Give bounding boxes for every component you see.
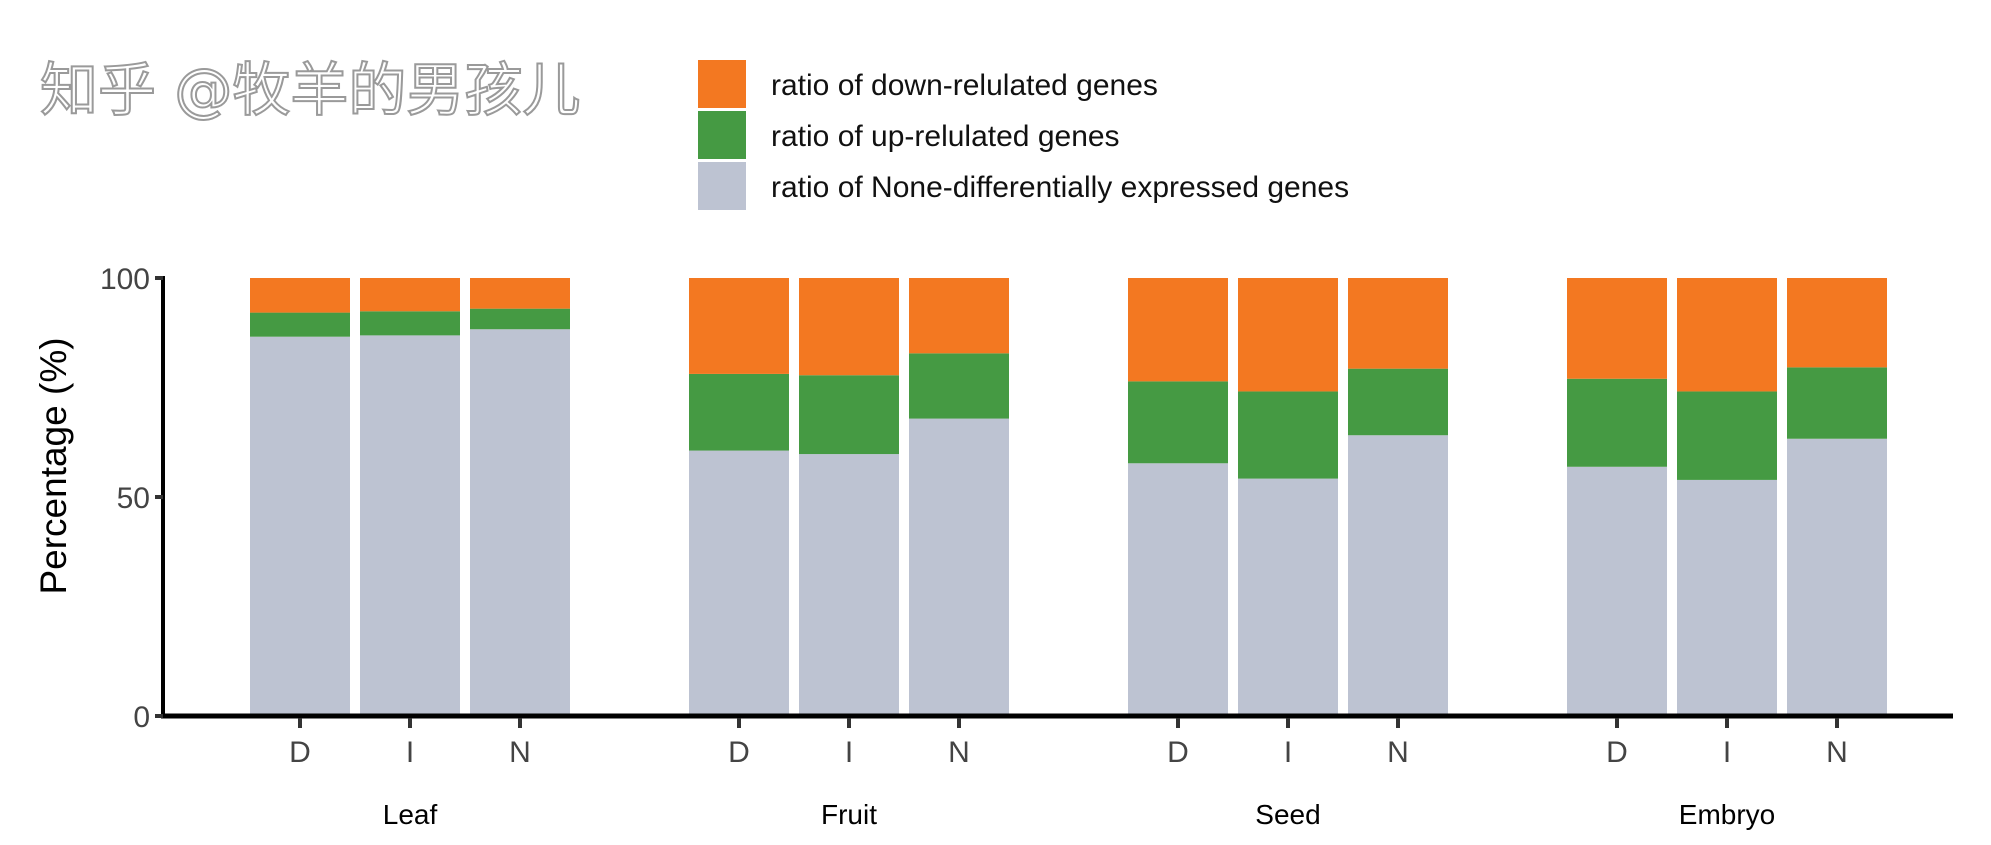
legend: ratio of down-relulated genes ratio of up… (698, 60, 1349, 210)
legend-swatch (698, 60, 746, 108)
group-label: Leaf (383, 799, 438, 830)
x-tick-label: D (1606, 736, 1628, 769)
bar-segment-fruit-I-1 (799, 375, 899, 455)
legend-label: ratio of down-relulated genes (771, 69, 1158, 102)
legend-swatch (698, 162, 746, 210)
bar-segment-embryo-I-2 (1677, 278, 1777, 392)
x-tick-label: N (509, 736, 531, 769)
bar-segment-embryo-N-0 (1787, 438, 1887, 716)
y-axis-title: Percentage (%) (33, 337, 74, 594)
x-tick-label: D (728, 736, 750, 769)
y-tick-label: 50 (117, 482, 150, 515)
x-tick-label: I (1284, 736, 1292, 769)
legend-swatch (698, 111, 746, 159)
bar-segment-embryo-N-1 (1787, 367, 1887, 439)
x-ticks: D I N Leaf D I N Fruit D I N Seed D I N Embryo (289, 718, 1848, 830)
y-ticks: 0 50 100 (100, 263, 163, 734)
bar-segment-seed-D-0 (1128, 463, 1228, 716)
legend-label: ratio of None-differentially expressed g… (771, 171, 1349, 204)
bar-segment-fruit-D-1 (689, 373, 789, 451)
group-label: Fruit (821, 799, 877, 830)
bar-segment-leaf-D-0 (250, 336, 350, 716)
bar-segment-seed-N-0 (1348, 435, 1448, 716)
x-tick-label: I (845, 736, 853, 769)
bar-segment-seed-D-1 (1128, 381, 1228, 464)
y-tick-label: 100 (100, 263, 150, 296)
bar-segment-leaf-N-1 (470, 308, 570, 330)
bar-segment-fruit-D-0 (689, 450, 789, 716)
bar-segment-fruit-N-0 (909, 418, 1009, 716)
x-tick-label: N (1826, 736, 1848, 769)
bar-segment-fruit-D-2 (689, 278, 789, 374)
bar-segment-embryo-D-2 (1567, 278, 1667, 379)
x-tick-label: D (1167, 736, 1189, 769)
x-tick-label: D (289, 736, 311, 769)
bar-segment-seed-I-1 (1238, 391, 1338, 479)
bar-segment-seed-D-2 (1128, 278, 1228, 382)
bar-segment-leaf-D-2 (250, 278, 350, 313)
bar-segment-leaf-N-2 (470, 278, 570, 309)
bar-segment-embryo-N-2 (1787, 278, 1887, 368)
watermark: 知乎 @牧羊的男孩儿 (40, 56, 580, 124)
legend-label: ratio of up-relulated genes (771, 120, 1120, 153)
bar-segment-seed-N-1 (1348, 368, 1448, 436)
x-tick-label: I (1723, 736, 1731, 769)
bar-segment-embryo-I-0 (1677, 479, 1777, 716)
bars (250, 278, 1887, 716)
bar-segment-seed-I-2 (1238, 278, 1338, 392)
x-tick-label: I (406, 736, 414, 769)
bar-segment-embryo-D-1 (1567, 378, 1667, 467)
y-tick-label: 0 (133, 701, 150, 734)
x-tick-label: N (948, 736, 970, 769)
bar-segment-fruit-I-2 (799, 278, 899, 376)
bar-segment-seed-N-2 (1348, 278, 1448, 369)
bar-segment-leaf-I-1 (360, 311, 460, 336)
group-label: Embryo (1679, 799, 1775, 830)
bar-segment-seed-I-0 (1238, 478, 1338, 716)
bar-segment-leaf-N-0 (470, 329, 570, 716)
bar-segment-embryo-D-0 (1567, 466, 1667, 716)
bar-segment-embryo-I-1 (1677, 391, 1777, 480)
bar-segment-leaf-I-2 (360, 278, 460, 312)
group-label: Seed (1255, 799, 1320, 830)
x-tick-label: N (1387, 736, 1409, 769)
bar-segment-fruit-I-0 (799, 454, 899, 716)
bar-segment-leaf-D-1 (250, 312, 350, 337)
bar-segment-leaf-I-0 (360, 335, 460, 716)
bar-segment-fruit-N-2 (909, 278, 1009, 354)
bar-segment-fruit-N-1 (909, 353, 1009, 419)
